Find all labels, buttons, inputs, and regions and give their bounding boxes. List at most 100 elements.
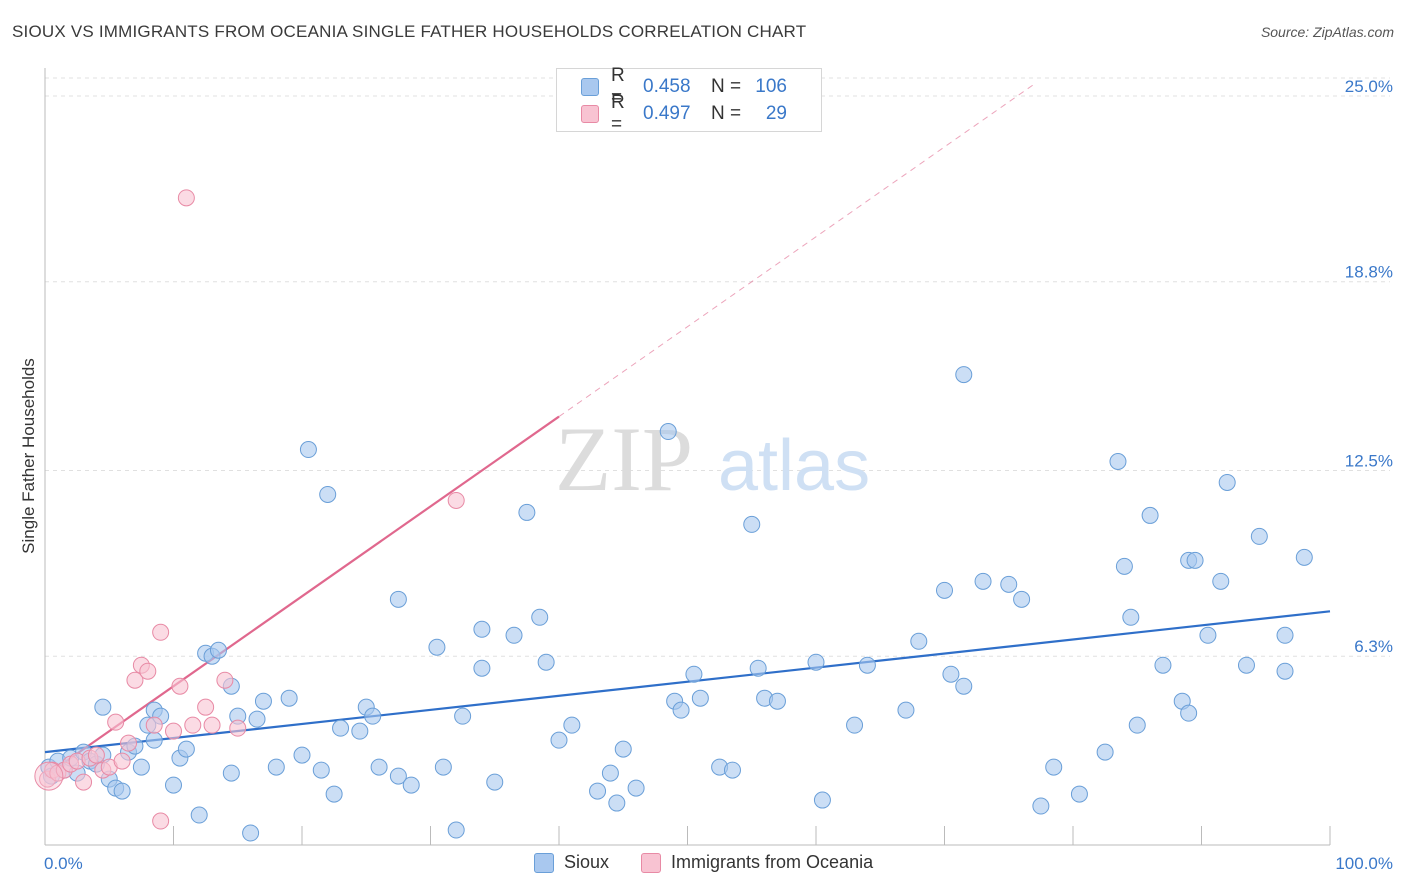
r-label: R = — [611, 92, 625, 135]
legend-swatch-sioux — [581, 78, 599, 96]
axes — [44, 68, 1331, 846]
point-sioux — [389, 590, 407, 608]
point-sioux — [563, 716, 581, 734]
point-sioux — [910, 632, 928, 650]
point-sioux — [434, 758, 452, 776]
point-sioux — [1218, 473, 1236, 491]
point-sioux — [723, 761, 741, 779]
point-sioux — [589, 782, 607, 800]
point-sioux — [505, 626, 523, 644]
point-sioux — [1295, 548, 1313, 566]
point-sioux — [1212, 572, 1230, 590]
legend-row-sioux: R = 0.458 N = 106 — [581, 65, 787, 108]
n-label: N = — [711, 76, 742, 97]
r-value: 0.497 — [643, 103, 691, 124]
n-value: 29 — [765, 103, 787, 124]
correlation-legend: R = 0.458 N = 106 R = 0.497 N = 29 — [556, 65, 822, 135]
point-sioux — [177, 740, 195, 758]
point-oceania — [171, 677, 189, 695]
point-sioux — [672, 701, 690, 719]
point-sioux — [293, 746, 311, 764]
legend-row-oceania: R = 0.497 N = 29 — [581, 92, 787, 135]
point-oceania — [152, 623, 170, 641]
point-sioux — [531, 608, 549, 626]
point-sioux — [627, 779, 645, 797]
point-sioux — [550, 731, 568, 749]
point-oceania — [203, 716, 221, 734]
point-sioux — [743, 515, 761, 533]
point-oceania — [139, 662, 157, 680]
point-oceania — [447, 491, 465, 509]
point-oceania — [197, 698, 215, 716]
point-sioux — [936, 581, 953, 599]
point-sioux — [1000, 575, 1018, 593]
n-value: 106 — [755, 76, 787, 97]
y-tick-label: 6.3% — [1354, 637, 1393, 656]
point-oceania — [126, 671, 144, 689]
point-sioux — [280, 689, 298, 707]
point-sioux — [222, 764, 240, 782]
legend-label-oceania: Immigrants from Oceania — [671, 852, 874, 872]
series-legend: Sioux Immigrants from Oceania — [534, 852, 905, 873]
trend-line-solid-1 — [44, 415, 560, 777]
point-sioux — [364, 707, 382, 725]
point-sioux — [1180, 704, 1198, 722]
r-value: 0.458 — [643, 76, 691, 97]
point-sioux — [858, 656, 876, 674]
legend-label-sioux: Sioux — [564, 852, 610, 872]
point-oceania — [107, 713, 125, 731]
point-oceania — [145, 716, 163, 734]
legend-item-oceania[interactable]: Immigrants from Oceania — [641, 852, 873, 873]
watermark-atlas: atlas — [718, 426, 870, 506]
point-sioux — [486, 773, 504, 791]
point-oceania — [152, 812, 170, 830]
point-sioux — [614, 740, 632, 758]
y-axis-label: Single Father Households — [19, 358, 38, 554]
point-sioux — [402, 776, 420, 794]
point-sioux — [332, 719, 350, 737]
point-sioux — [768, 692, 786, 710]
point-sioux — [165, 776, 182, 794]
legend-item-sioux[interactable]: Sioux — [534, 852, 609, 873]
trend-lines — [44, 83, 1331, 777]
point-sioux — [473, 620, 491, 638]
point-sioux — [608, 794, 626, 812]
point-oceania — [165, 722, 182, 740]
point-oceania — [87, 746, 105, 764]
point-sioux — [1186, 551, 1204, 569]
point-sioux — [447, 821, 465, 839]
point-sioux — [319, 485, 337, 503]
point-sioux — [659, 423, 677, 441]
x-tick-label-min: 0.0% — [44, 854, 83, 873]
point-sioux — [242, 824, 260, 842]
point-sioux — [190, 806, 208, 824]
point-oceania — [75, 773, 93, 791]
point-sioux — [254, 692, 272, 710]
point-sioux — [1070, 785, 1088, 803]
point-sioux — [1013, 590, 1031, 608]
point-oceania — [229, 719, 247, 737]
point-sioux — [370, 758, 388, 776]
point-sioux — [145, 731, 163, 749]
tick-labels: 6.3% 12.5% 18.8% 25.0% 0.0% 100.0% — [44, 77, 1393, 873]
point-sioux — [132, 758, 150, 776]
point-sioux — [1109, 453, 1127, 470]
point-oceania — [113, 752, 131, 770]
point-sioux — [537, 653, 555, 671]
point-sioux — [312, 761, 330, 779]
point-sioux — [691, 689, 709, 707]
point-sioux — [94, 698, 112, 716]
point-sioux — [807, 653, 825, 671]
point-sioux — [1096, 743, 1114, 761]
n-label: N = — [711, 103, 742, 124]
point-sioux — [299, 441, 317, 459]
point-sioux — [1276, 626, 1294, 644]
point-sioux — [846, 716, 864, 734]
point-sioux — [389, 767, 407, 785]
point-sioux — [428, 638, 446, 656]
point-sioux — [473, 659, 491, 677]
trend-line-dashed-1 — [558, 83, 1035, 417]
chart-title: SIOUX VS IMMIGRANTS FROM OCEANIA SINGLE … — [12, 22, 807, 41]
point-sioux — [1115, 557, 1133, 575]
